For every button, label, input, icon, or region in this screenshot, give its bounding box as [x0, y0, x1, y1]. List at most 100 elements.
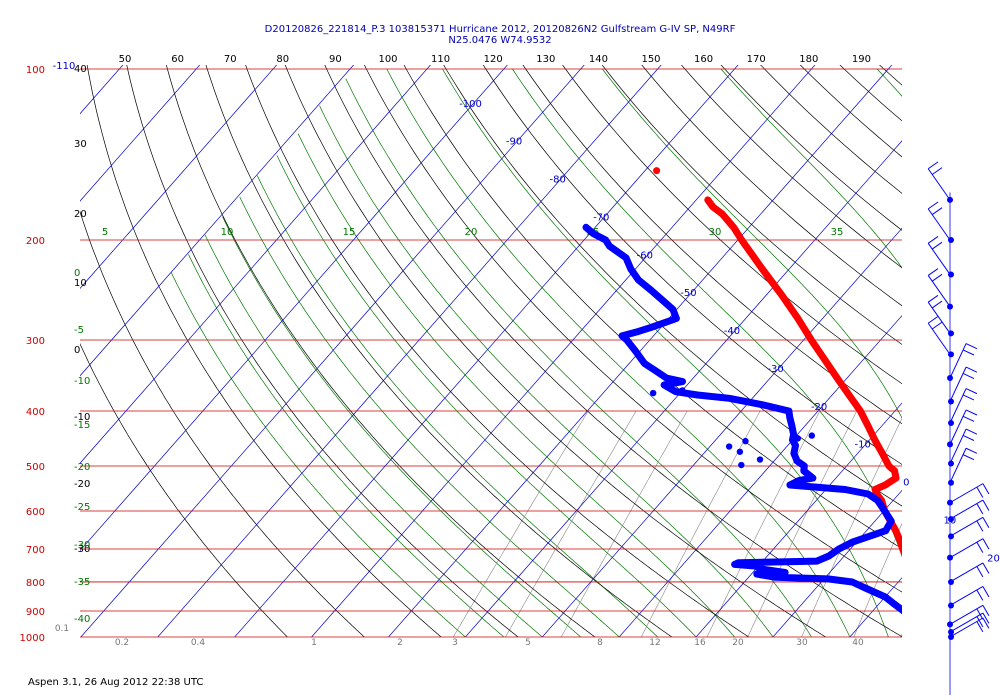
- wind-level-dot: [948, 460, 954, 467]
- wind-level-dot: [948, 420, 954, 427]
- wind-barb-feather: [982, 586, 990, 598]
- dewpoint-point: [735, 559, 742, 566]
- dewpoint-point: [864, 490, 872, 498]
- dewpoint-point: [753, 570, 761, 578]
- wind-barb-feather: [931, 321, 943, 330]
- wind-barb-staff: [927, 301, 951, 334]
- temperature-point: [923, 586, 929, 592]
- moist-adiabat-line: [386, 68, 851, 637]
- temperature-point: [778, 291, 785, 299]
- temperature-point: [896, 536, 902, 544]
- temperature-point: [892, 527, 899, 534]
- wind-barb-feather: [982, 562, 990, 574]
- dewpoint-point: [669, 306, 677, 313]
- dewpoint-scattered-point: [794, 435, 802, 442]
- dewpoint-point: [582, 224, 590, 231]
- pressure-tick-label: 300: [26, 336, 45, 347]
- dewpoint-point: [809, 474, 817, 482]
- isotherm-line: [772, 489, 902, 637]
- dewpoint-line: [582, 223, 902, 615]
- mixing-ratio-label: 30: [796, 638, 808, 648]
- isotherm-line: [541, 227, 902, 637]
- dry-adiabat-line: [443, 65, 902, 507]
- wind-barb-feather: [976, 621, 984, 633]
- dewpoint-point: [627, 265, 634, 273]
- dewpoint-point: [881, 507, 888, 515]
- isotherm-label: -90: [506, 137, 522, 148]
- dewpoint-point: [790, 450, 798, 457]
- wind-barb-feather: [927, 315, 939, 324]
- moist-adiabat-label: -40: [74, 614, 90, 625]
- dewpoint-point: [622, 254, 630, 262]
- top-axis-tick-label: 90: [329, 54, 342, 65]
- dry-adiabat-label: -30: [74, 544, 90, 555]
- top-axis-tick-label: 180: [799, 54, 818, 65]
- dry-adiabats: [80, 65, 902, 637]
- dewpoint-point: [785, 407, 793, 415]
- wind-barb-feather: [931, 167, 943, 175]
- moist-adiabat-label: -10: [74, 376, 90, 387]
- temperature-point: [719, 210, 726, 218]
- isotherm-line: [80, 65, 278, 289]
- dewpoint-point: [891, 600, 898, 608]
- dewpoint-point: [663, 374, 670, 382]
- dewpoint-scattered-point: [808, 432, 816, 439]
- dewpoint-point: [835, 545, 843, 553]
- dry-adiabat-line: [284, 65, 827, 637]
- dry-adiabat-label: 30: [74, 139, 87, 150]
- mixing-ratio-label: 3: [452, 638, 458, 648]
- dewpoint-point: [647, 286, 654, 294]
- isotherm-label: -100: [459, 99, 482, 110]
- dewpoint-point: [841, 486, 849, 493]
- wind-barb-feather: [982, 605, 990, 616]
- dry-adiabat-line: [80, 210, 365, 637]
- moist-adiabat-line: [442, 68, 889, 637]
- dewpoint-scattered-point: [679, 387, 686, 394]
- temperature-point: [738, 236, 745, 244]
- wind-barb-feather: [965, 343, 978, 350]
- isotherm-line: [618, 315, 902, 637]
- wind-barb-staff: [949, 448, 967, 483]
- temperature-point: [964, 631, 970, 637]
- temperature-point: [794, 315, 802, 322]
- wind-barb-feather: [927, 201, 939, 210]
- wind-barb-feather: [927, 161, 939, 170]
- title-line-1: D20120826_221814_P.3 103815371 Hurricane…: [264, 24, 736, 35]
- moist-adiabat-label: -15: [74, 420, 90, 431]
- isotherm-label: -10: [855, 440, 871, 451]
- pressure-tick-label: 200: [26, 236, 45, 247]
- temperature-point: [885, 462, 893, 470]
- isotherm-label: 0: [903, 478, 909, 489]
- chart-title: D20120826_221814_P.3 103815371 Hurricane…: [0, 24, 1000, 46]
- moist-adiabat-label: 35: [831, 227, 844, 238]
- dry-adiabat-line: [86, 65, 442, 637]
- moist-adiabat-label: -35: [74, 577, 90, 588]
- wind-barb-feather: [982, 483, 990, 495]
- wind-barb-feather: [927, 268, 939, 276]
- mixing-ratio-line: [452, 410, 589, 637]
- wind-barb-feather: [965, 388, 978, 395]
- dewpoint-scattered-point: [756, 456, 764, 463]
- wind-barb-staff: [949, 562, 984, 583]
- moist-adiabat-line: [319, 105, 774, 637]
- wind-level-dot: [948, 398, 954, 405]
- mixing-ratio-label: 0.1: [55, 624, 69, 634]
- dewpoint-point: [800, 467, 808, 475]
- dewpoint-point: [882, 527, 889, 534]
- wind-barb-feather: [962, 434, 975, 441]
- dewpoint-point: [641, 360, 648, 367]
- top-axis-tick-label: 150: [641, 54, 660, 65]
- wind-barb-feather: [976, 608, 984, 620]
- dry-adiabat-line: [641, 65, 902, 307]
- wind-barb-feather: [965, 447, 978, 454]
- wind-barb-feather: [982, 612, 990, 624]
- wind-barb-staff: [949, 538, 984, 559]
- dry-adiabat-line: [80, 343, 288, 637]
- top-axis-tick-label: 50: [119, 54, 132, 65]
- moist-adiabat-label: 5: [102, 227, 108, 238]
- isotherm-line: [80, 65, 124, 115]
- temperature-point: [704, 196, 711, 204]
- dry-adiabat-line: [879, 65, 902, 86]
- dewpoint-point: [900, 608, 902, 614]
